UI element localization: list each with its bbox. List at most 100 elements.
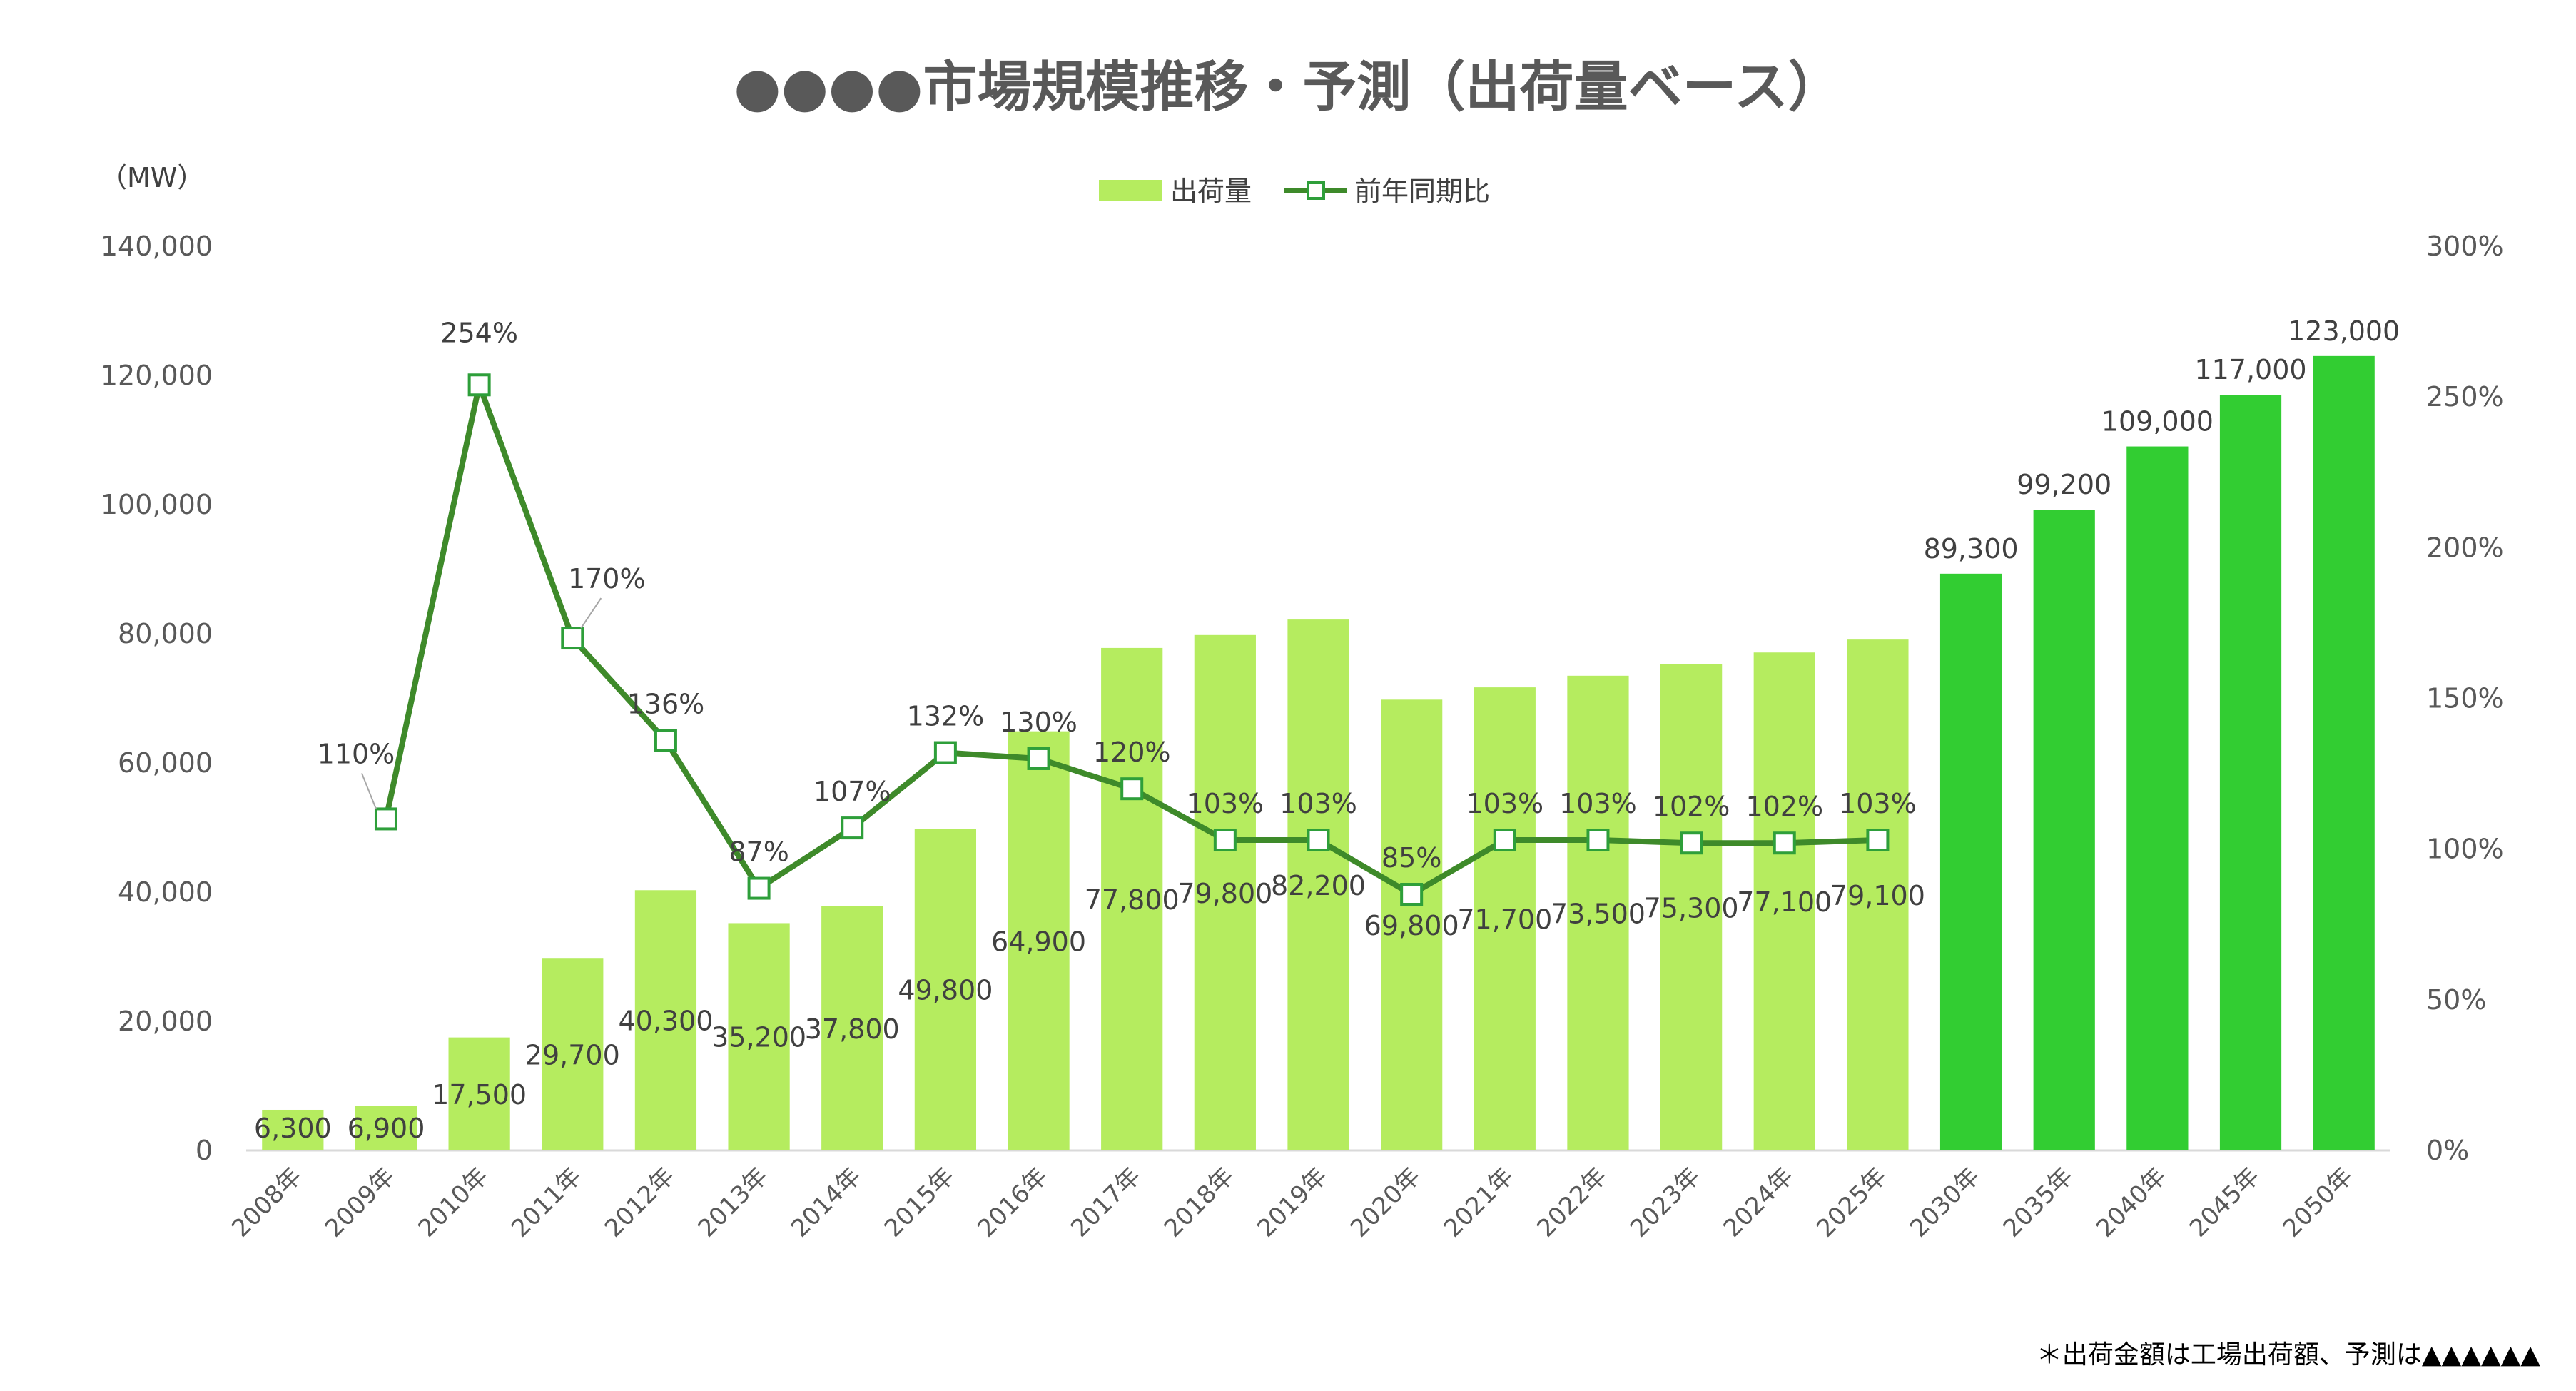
yoy-marker [1120, 777, 1144, 801]
bar-actual [1660, 664, 1723, 1150]
bar-actual [1287, 619, 1349, 1150]
bar-value-label: 29,700 [525, 1040, 620, 1071]
yoy-marker [1400, 883, 1424, 906]
yoy-line-series [374, 373, 1890, 906]
bar-forecast [1939, 573, 2002, 1150]
left-axis-tick-label: 100,000 [101, 489, 213, 520]
bar-value-label: 117,000 [2194, 354, 2306, 385]
leader-line [580, 597, 602, 629]
yoy-marker [1586, 828, 1610, 851]
bar-actual [1847, 639, 1909, 1150]
yoy-value-label: 85% [1381, 842, 1441, 874]
x-axis-category-label: 2011年 [506, 1162, 587, 1243]
right-axis-tick-label: 300% [2426, 231, 2504, 262]
yoy-value-label: 103% [1559, 788, 1637, 819]
yoy-marker [1213, 828, 1237, 851]
x-axis-category-label: 2050年 [2278, 1162, 2359, 1243]
x-axis-category-label: 2040年 [2091, 1162, 2172, 1243]
bar-actual [1567, 675, 1629, 1150]
bar-value-label: 73,500 [1551, 898, 1646, 929]
bar-actual [1194, 634, 1256, 1150]
bar-value-label: 79,800 [1177, 878, 1272, 909]
bar-actual [355, 1106, 417, 1150]
x-axis-category-label: 2020年 [1345, 1162, 1426, 1243]
footnote: ＊出荷金額は工場出荷額、予測は▲▲▲▲▲▲ [2037, 1340, 2540, 1370]
yoy-marker [654, 729, 677, 752]
yoy-value-label: 130% [1000, 707, 1077, 738]
legend-swatch-shipments [1099, 180, 1162, 201]
bar-actual [1753, 652, 1815, 1150]
left-axis-tick-label: 60,000 [118, 747, 213, 779]
bar-value-label: 123,000 [2288, 315, 2400, 347]
left-axis-tick-label: 120,000 [101, 360, 213, 391]
left-axis-tick-label: 20,000 [118, 1006, 213, 1037]
yoy-marker [467, 373, 491, 397]
bar-forecast [2033, 510, 2095, 1150]
bar-actual [821, 906, 883, 1150]
yoy-marker [747, 876, 771, 900]
right-axis-tick-label: 200% [2426, 532, 2504, 563]
x-axis-category-label: 2019年 [1252, 1162, 1333, 1243]
yoy-value-label: 102% [1653, 791, 1730, 822]
bar-actual [728, 923, 790, 1150]
yoy-marker [1680, 831, 1703, 855]
bar-value-label: 17,500 [432, 1079, 527, 1111]
yoy-marker [1773, 831, 1796, 855]
legend-yoy-marker [1307, 181, 1325, 200]
yoy-marker [561, 627, 584, 650]
bar-value-label: 89,300 [1924, 533, 2019, 565]
legend-label-shipments: 出荷量 [1170, 176, 1252, 207]
chart-title: ●●●●市場規模推移・予測（出荷量ベース） [734, 55, 1842, 118]
yoy-value-label: 110% [318, 738, 395, 769]
bar-value-label: 79,100 [1830, 880, 1925, 911]
bar-value-label: 6,300 [254, 1113, 332, 1144]
left-axis-tick-label: 40,000 [118, 876, 213, 908]
bar-forecast [2126, 446, 2189, 1150]
right-axis-tick-label: 250% [2426, 381, 2504, 413]
x-axis-category-label: 2045年 [2184, 1162, 2266, 1243]
bar-value-label: 75,300 [1644, 892, 1739, 924]
bar-value-label: 77,100 [1737, 886, 1832, 918]
bar-value-label: 40,300 [618, 1006, 713, 1037]
bar-actual [448, 1037, 510, 1150]
yoy-value-label: 170% [568, 563, 646, 595]
right-axis-tick-label: 150% [2426, 683, 2504, 714]
bar-value-label: 35,200 [711, 1022, 806, 1053]
yoy-marker [933, 741, 957, 764]
legend: 出荷量 前年同期比 [1099, 176, 1490, 207]
yoy-value-label: 102% [1745, 791, 1823, 822]
leader-line [361, 773, 377, 809]
yoy-value-label: 254% [440, 317, 518, 348]
left-axis-unit-label: （MW） [100, 162, 204, 193]
yoy-value-label: 103% [1187, 788, 1264, 819]
yoy-value-label: 103% [1279, 788, 1357, 819]
right-axis-tick-label: 100% [2426, 834, 2504, 865]
x-axis-category-label: 2013年 [692, 1162, 774, 1243]
x-axis-category-label: 2025年 [1811, 1162, 1892, 1243]
right-axis-tick-label: 50% [2426, 984, 2486, 1016]
x-axis-category-label: 2008年 [226, 1162, 308, 1243]
x-axis-category-label: 2009年 [320, 1162, 401, 1243]
left-axis-tick-label: 0 [196, 1135, 213, 1166]
bar-actual [542, 958, 604, 1150]
bar-forecast [2219, 395, 2282, 1150]
x-axis-category-label: 2010年 [412, 1162, 494, 1243]
bar-actual [262, 1109, 324, 1150]
x-axis-category-label: 2030年 [1905, 1162, 1986, 1243]
yoy-marker [1307, 828, 1330, 851]
bar-value-label: 99,200 [2017, 469, 2111, 500]
bar-actual [1474, 687, 1536, 1150]
yoy-marker [841, 816, 864, 840]
x-axis-category-label: 2012年 [599, 1162, 681, 1243]
x-axis-category-label: 2035年 [1998, 1162, 2079, 1243]
bars-shipments [262, 355, 2375, 1151]
x-axis-category-label: 2023年 [1625, 1162, 1706, 1243]
x-axis-category-label: 2016年 [972, 1162, 1053, 1243]
yoy-marker [1027, 747, 1050, 770]
bar-actual [1101, 647, 1163, 1150]
yoy-value-label: 120% [1093, 737, 1171, 768]
bar-value-label: 6,900 [348, 1113, 425, 1144]
